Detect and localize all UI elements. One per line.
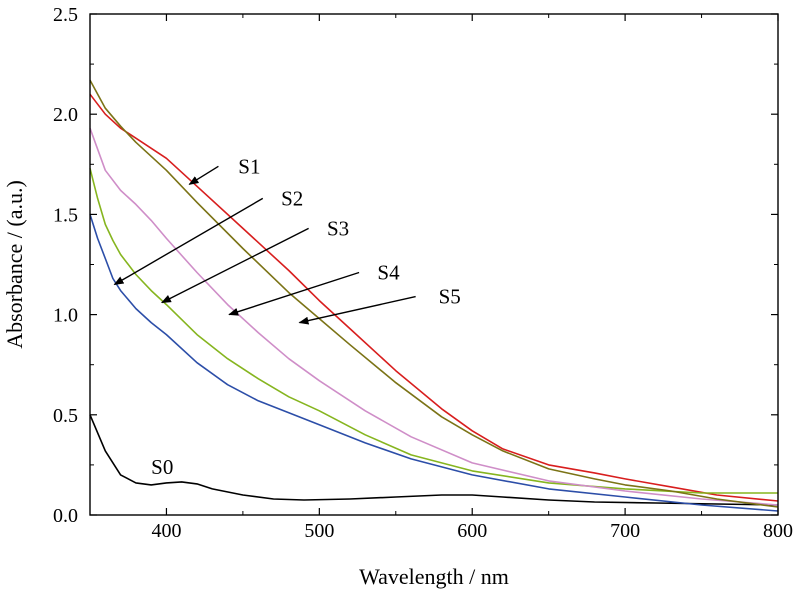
- series-line-s3: [89, 168, 778, 494]
- plot-frame: [89, 13, 779, 516]
- arrow-s4: [228, 271, 360, 316]
- arrow-s2: [113, 197, 264, 286]
- y-tick-label: 0.5: [53, 405, 78, 427]
- y-tick-label: 0.0: [53, 505, 78, 527]
- y-axis-label: Absorbance / (a.u.): [2, 180, 27, 349]
- x-tick-label: 700: [610, 520, 640, 542]
- series-layer: [89, 79, 779, 512]
- arrow-s3: [160, 227, 309, 304]
- y-tick-label: 2.5: [53, 4, 78, 26]
- tick-layer: 400 500 600 700 800 0.0 0.5 1.0 1.5 2.0 2.5: [53, 4, 793, 542]
- series-label-s4: S4: [377, 261, 400, 285]
- x-axis-label: Wavelength / nm: [359, 564, 509, 589]
- arrow-s5: [298, 295, 416, 325]
- series-line-s5: [89, 79, 779, 508]
- series-label-s2: S2: [281, 186, 303, 210]
- series-label-s5: S5: [439, 285, 461, 309]
- x-tick-label: 600: [457, 520, 487, 542]
- series-line-s4: [89, 127, 779, 506]
- x-tick-label: 500: [304, 520, 334, 542]
- x-tick-label: 800: [763, 520, 793, 542]
- arrow-s1: [188, 165, 219, 185]
- series-label-s1: S1: [238, 154, 260, 178]
- y-tick-label: 1.5: [53, 204, 78, 226]
- x-tick-label: 400: [151, 520, 181, 542]
- series-label-s0: S0: [151, 455, 173, 479]
- series-line-s2: [89, 214, 779, 512]
- series-label-s3: S3: [327, 216, 349, 240]
- series-line-s0: [89, 414, 779, 506]
- annotation-layer: S0 S1 S2 S3 S4 S5: [113, 154, 461, 479]
- y-tick-label: 1.0: [53, 305, 78, 327]
- series-line-s1: [89, 93, 779, 502]
- y-tick-label: 2.0: [53, 104, 78, 126]
